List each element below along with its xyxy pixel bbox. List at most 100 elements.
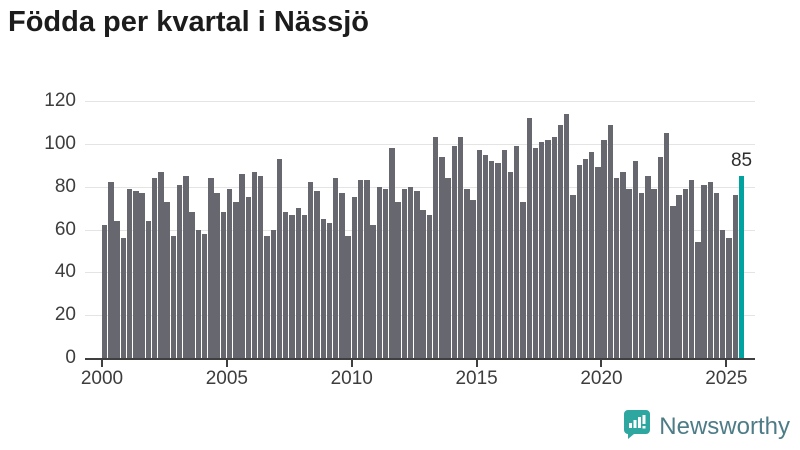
last-value-annotation: 85 [730, 149, 753, 171]
x-tick-2015 [475, 360, 478, 367]
y-axis-label-120: 120 [44, 90, 76, 111]
bar-2020-q2 [607, 124, 614, 358]
bar-2018-q2 [557, 124, 564, 358]
bar-2016-q1 [501, 150, 507, 358]
bar-2008-q3 [314, 190, 320, 358]
bar-2003-q1 [176, 184, 183, 358]
x-tick-2025 [725, 360, 728, 367]
bar-2019-q4 [595, 167, 601, 358]
bar-2007-q2 [283, 212, 289, 358]
bar-2016-q4 [520, 201, 526, 358]
bar-2011-q3 [389, 148, 395, 358]
bar-2010-q2 [357, 180, 364, 358]
bar-2024-q1 [701, 184, 707, 358]
gridline-y-100 [85, 143, 755, 145]
bar-2001-q2 [133, 190, 139, 358]
bar-2022-q4 [670, 205, 676, 358]
x-tick-2005 [225, 360, 228, 367]
bar-2013-q1 [426, 214, 433, 358]
bar-2017-q4 [545, 139, 551, 358]
bar-2015-q3 [489, 160, 495, 358]
x-tick-2020 [600, 360, 603, 367]
bar-2005-q3 [239, 173, 245, 358]
y-axis-label-60: 60 [54, 218, 76, 240]
bar-2024-q3 [713, 193, 720, 358]
bar-2014-q3 [464, 188, 470, 358]
bar-2002-q2 [158, 171, 164, 358]
bar-2009-q4 [345, 235, 351, 358]
bar-2006-q1 [251, 171, 258, 358]
bar-2025-q1 [726, 238, 732, 358]
bar-2000-q4 [120, 238, 127, 358]
bar-2012-q4 [420, 210, 426, 358]
y-axis-label-80: 80 [54, 175, 76, 197]
bar-2021-q3 [638, 193, 645, 358]
bar-2009-q1 [326, 223, 333, 358]
bar-2008-q1 [301, 214, 308, 358]
bar-2001-q3 [139, 193, 145, 358]
bar-2021-q2 [632, 160, 639, 358]
bar-2015-q1 [476, 150, 482, 358]
bar-2009-q3 [339, 193, 345, 358]
bar-2006-q4 [270, 229, 276, 358]
gridline-y-40 [85, 272, 755, 274]
bar-2025-q2 [732, 195, 738, 358]
bar-2023-q4 [695, 242, 701, 358]
bar-2002-q1 [151, 178, 158, 358]
bar-2024-q4 [720, 229, 726, 358]
bar-2024-q2 [707, 182, 713, 358]
bar-2012-q1 [401, 188, 408, 358]
bar-2010-q4 [370, 225, 376, 358]
newsworthy-logo-text: Newsworthy [659, 412, 790, 440]
bar-2004-q1 [201, 233, 208, 358]
bar-2003-q3 [189, 212, 195, 358]
bar-2017-q1 [526, 118, 532, 358]
bar-2011-q4 [395, 201, 401, 358]
x-axis-line [85, 358, 755, 360]
bar-2005-q4 [245, 197, 251, 358]
bar-2022-q3 [663, 133, 670, 358]
bar-2019-q2 [582, 158, 589, 358]
bar-2022-q2 [657, 156, 664, 358]
bar-2007-q3 [289, 214, 295, 358]
x-axis-label-2000: 2000 [80, 368, 124, 389]
bar-2018-q1 [551, 137, 557, 358]
bar-2021-q1 [626, 188, 632, 358]
gridline-y-120 [85, 101, 755, 102]
bar-2004-q4 [220, 212, 227, 358]
bar-2005-q2 [233, 201, 239, 358]
bar-2023-q3 [688, 180, 695, 358]
bar-2023-q2 [682, 188, 689, 358]
bar-2013-q2 [432, 137, 439, 358]
bar-2003-q2 [183, 175, 189, 358]
bar-2001-q4 [145, 220, 152, 358]
bar-2003-q4 [195, 229, 202, 358]
bar-2008-q2 [308, 182, 314, 358]
bar-2020-q1 [601, 139, 607, 358]
x-axis-label-2020: 2020 [580, 368, 623, 389]
bar-2015-q4 [495, 163, 501, 358]
x-axis-label-2025: 2025 [705, 368, 748, 389]
bar-2004-q3 [214, 193, 220, 358]
bar-2008-q4 [320, 218, 326, 358]
bar-2007-q1 [276, 158, 283, 358]
bar-2014-q2 [457, 137, 464, 358]
bar-2005-q1 [226, 188, 233, 358]
bar-2000-q2 [108, 182, 114, 358]
bar-2001-q1 [126, 188, 133, 358]
bar-2002-q4 [170, 235, 177, 358]
y-axis-label-20: 20 [54, 304, 76, 326]
bar-2020-q3 [613, 178, 620, 358]
bar-2019-q1 [576, 165, 582, 358]
y-axis-label-40: 40 [54, 261, 76, 283]
bar-2000-q1 [102, 225, 108, 358]
bar-2011-q1 [376, 186, 383, 358]
bar-2018-q4 [570, 195, 576, 358]
gridline-y-80 [85, 186, 755, 188]
bar-2015-q2 [482, 154, 489, 358]
bar-2009-q2 [333, 178, 339, 358]
bar-2017-q3 [539, 141, 545, 358]
bar-2014-q1 [451, 145, 458, 358]
bar-2013-q4 [445, 178, 451, 358]
bar-2011-q2 [382, 188, 389, 358]
